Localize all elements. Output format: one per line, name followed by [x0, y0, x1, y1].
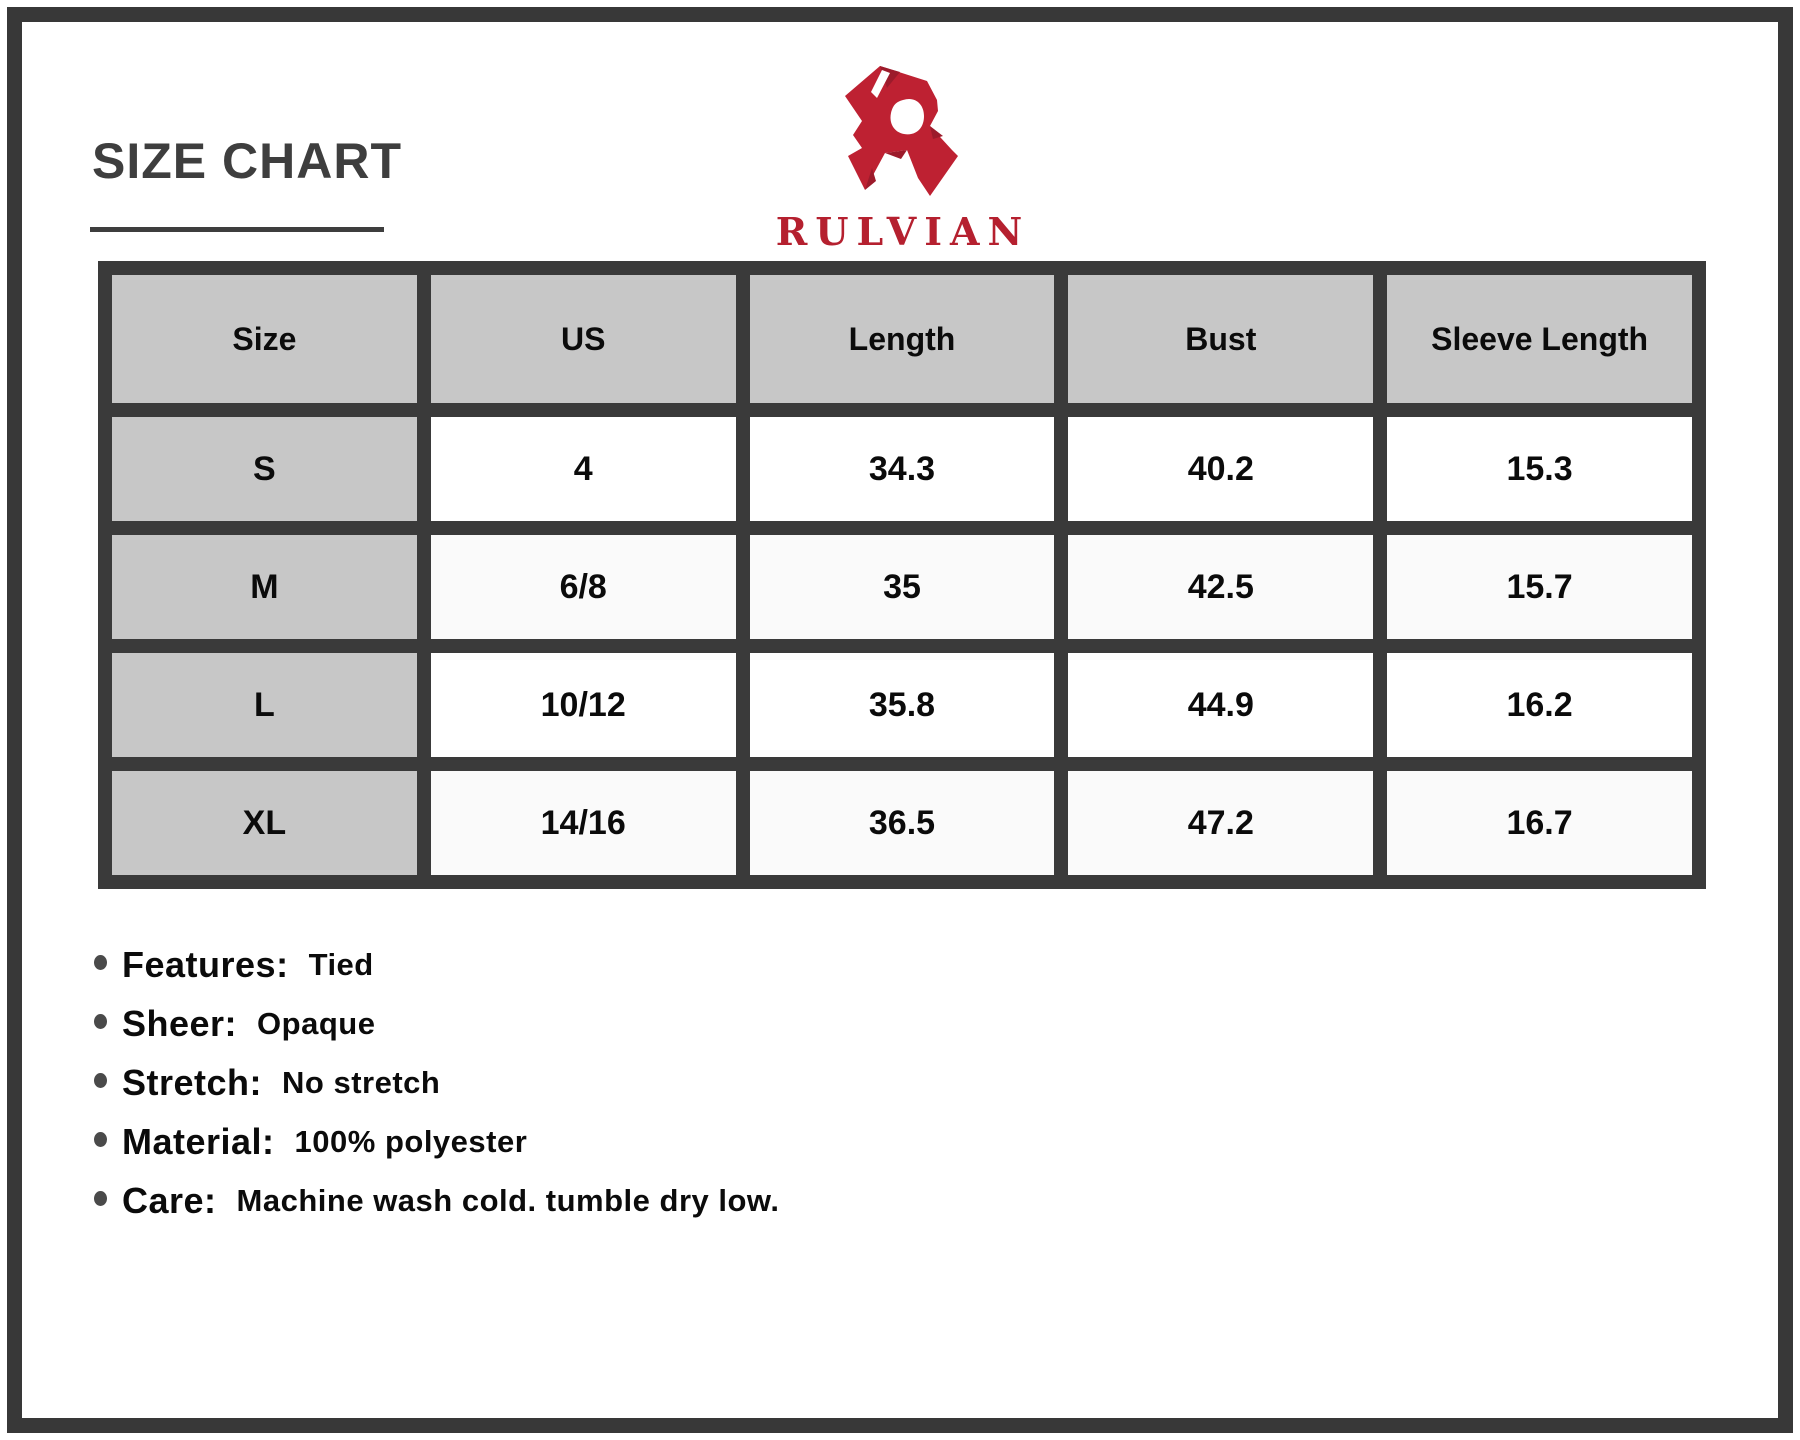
cell-s-length: 34.3 [749, 417, 1055, 521]
spec-item-sheer: Sheer: Opaque [94, 994, 780, 1053]
cell-l-us: 10/12 [430, 653, 736, 757]
cell-s-us: 4 [430, 417, 736, 521]
title-underline [90, 227, 384, 232]
brand-name: RULVIAN [775, 209, 1031, 254]
cell-xl-sleeve: 16.7 [1387, 771, 1692, 875]
spec-item-care: Care: Machine wash cold. tumble dry low. [94, 1171, 780, 1230]
column-header-bust: Bust [1068, 275, 1374, 403]
cell-s-sleeve: 15.3 [1387, 417, 1692, 521]
spec-label: Material: [122, 1120, 275, 1162]
cell-xl-length: 36.5 [749, 771, 1055, 875]
spec-value: No stretch [282, 1064, 441, 1100]
page-title: SIZE CHART [92, 133, 402, 189]
cell-xl-us: 14/16 [430, 771, 736, 875]
spec-item-features: Features: Tied [94, 935, 780, 994]
spec-value: Tied [308, 946, 374, 982]
cell-m-sleeve: 15.7 [1387, 535, 1692, 639]
row-header-xl: XL [112, 771, 417, 875]
bullet-icon [94, 1191, 107, 1206]
column-header-size: Size [112, 275, 417, 403]
row-header-s: S [112, 417, 417, 521]
spec-label: Sheer: [122, 1002, 238, 1044]
spec-label: Care: [122, 1179, 217, 1221]
brand-logo-r-icon [845, 66, 958, 196]
spec-label: Stretch: [122, 1061, 263, 1103]
bullet-icon [94, 955, 107, 970]
column-header-sleeve-length: Sleeve Length [1387, 275, 1692, 403]
spec-value: Opaque [257, 1005, 376, 1041]
spec-value: Machine wash cold. tumble dry low. [236, 1182, 780, 1218]
row-header-m: M [112, 535, 417, 639]
cell-m-us: 6/8 [430, 535, 736, 639]
cell-m-bust: 42.5 [1068, 535, 1374, 639]
cell-s-bust: 40.2 [1068, 417, 1374, 521]
column-header-length: Length [749, 275, 1055, 403]
spec-item-stretch: Stretch: No stretch [94, 1053, 780, 1112]
spec-value: 100% polyester [294, 1123, 528, 1159]
spec-list: Features: Tied Sheer: Opaque Stretch: No… [94, 935, 780, 1230]
cell-l-bust: 44.9 [1068, 653, 1374, 757]
spec-label: Features: [122, 943, 289, 985]
bullet-icon [94, 1073, 107, 1088]
row-header-l: L [112, 653, 417, 757]
cell-m-length: 35 [749, 535, 1055, 639]
bullet-icon [94, 1014, 107, 1029]
size-chart-table: Size US Length Bust Sleeve Length S 4 34… [98, 261, 1706, 889]
cell-xl-bust: 47.2 [1068, 771, 1374, 875]
cell-l-length: 35.8 [749, 653, 1055, 757]
bullet-icon [94, 1132, 107, 1147]
spec-item-material: Material: 100% polyester [94, 1112, 780, 1171]
column-header-us: US [430, 275, 736, 403]
cell-l-sleeve: 16.2 [1387, 653, 1692, 757]
